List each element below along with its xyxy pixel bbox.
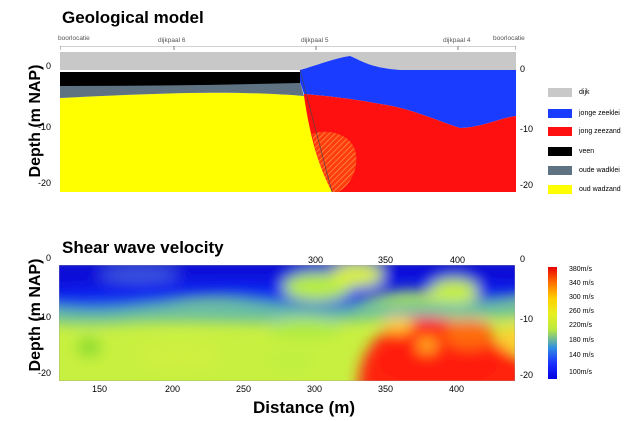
colorbar-label-220: 220m/s <box>569 322 592 329</box>
geo-title: Geological model <box>62 8 204 27</box>
geo-ytick-right-1: -10 <box>520 124 534 134</box>
vel-ytick-right-1: -10 <box>520 314 534 324</box>
layer-oude-wadklei <box>60 82 304 98</box>
legend-swatch <box>548 126 572 136</box>
layer-oud-wadzand <box>60 92 332 192</box>
legend-label: jonge zeeklei <box>579 109 620 117</box>
vel-xlabel: Distance (m) <box>253 398 356 417</box>
legend-label: jong zeezand <box>579 127 621 135</box>
vel-xtick-400: 400 <box>449 384 465 394</box>
geo-ytick-right-0: 0 <box>520 64 526 74</box>
colorbar-label-140: 140 m/s <box>569 352 594 359</box>
legend-swatch <box>548 108 572 118</box>
layer-veen <box>60 72 300 86</box>
colorbar-label-180: 180 m/s <box>569 337 594 344</box>
vel-xtick-200: 200 <box>165 384 181 394</box>
vel-xtick-250: 250 <box>236 384 252 394</box>
geo-ylabel: Depth (m NAP) <box>27 64 44 178</box>
vel-xtick-350: 350 <box>378 384 394 394</box>
vel-ytick-right-2: -20 <box>520 370 534 380</box>
vel-xtick-top-350: 350 <box>378 255 394 265</box>
layer-dijk <box>60 52 516 70</box>
legend-swatch <box>548 87 572 97</box>
legend-swatch <box>548 184 572 194</box>
legend-item-oud-wadzand: oud wadzand <box>548 182 621 196</box>
geo-ytick-left-0: 0 <box>46 61 52 71</box>
hatched-zone <box>312 131 357 192</box>
geo-top-label-1: boorlocatie <box>58 35 90 42</box>
layer-jong-zeezand <box>304 94 516 192</box>
legend-item-jong-zeezand: jong zeezand <box>548 124 621 138</box>
legend-item-jonge-zeeklei: jonge zeeklei <box>548 106 620 120</box>
vel-ytick-left-1: -10 <box>38 312 52 322</box>
vel-xtick-top-400: 400 <box>450 255 466 265</box>
colorbar-label-300: 300 m/s <box>569 294 594 301</box>
geological-cross-section <box>60 46 516 192</box>
legend-item-dijk: dijk <box>548 85 590 99</box>
layer-jonge-zeeklei <box>300 56 516 128</box>
geo-top-label-2: dijkpaal 6 <box>158 37 186 44</box>
legend-label: veen <box>579 147 595 155</box>
vel-ytick-left-2: -20 <box>38 368 52 378</box>
legend-swatch <box>548 165 572 175</box>
legend-item-oude-wadklei: oude wadklei <box>548 163 620 177</box>
vel-xtick-top-300: 300 <box>308 255 324 265</box>
geo-ytick-left-1: -10 <box>38 122 52 132</box>
geo-top-label-4: dijkpaal 4 <box>443 37 471 44</box>
legend-label: dijk <box>579 88 590 96</box>
geo-ytick-left-2: -20 <box>38 178 52 188</box>
vel-ytick-right-0: 0 <box>520 254 526 264</box>
colorbar-label-100: 100m/s <box>569 369 592 376</box>
geo-top-label-3: dijkpaal 5 <box>301 37 329 44</box>
geo-top-label-5: boorlocatie <box>493 35 525 42</box>
geo-ytick-right-2: -20 <box>520 180 534 190</box>
velocity-heatmap <box>59 265 515 381</box>
vel-title: Shear wave velocity <box>62 238 224 257</box>
legend-swatch <box>548 146 572 156</box>
vel-xtick-300: 300 <box>307 384 323 394</box>
vel-xtick-150: 150 <box>92 384 108 394</box>
colorbar-label-340: 340 m/s <box>569 280 594 287</box>
legend-label: oud wadzand <box>579 185 621 193</box>
legend-label: oude wadklei <box>579 166 620 174</box>
legend-item-veen: veen <box>548 144 594 158</box>
velocity-colorbar <box>548 267 557 379</box>
vel-ytick-left-0: 0 <box>46 253 52 263</box>
colorbar-label-260: 260 m/s <box>569 308 594 315</box>
colorbar-label-380: 380m/s <box>569 266 592 273</box>
